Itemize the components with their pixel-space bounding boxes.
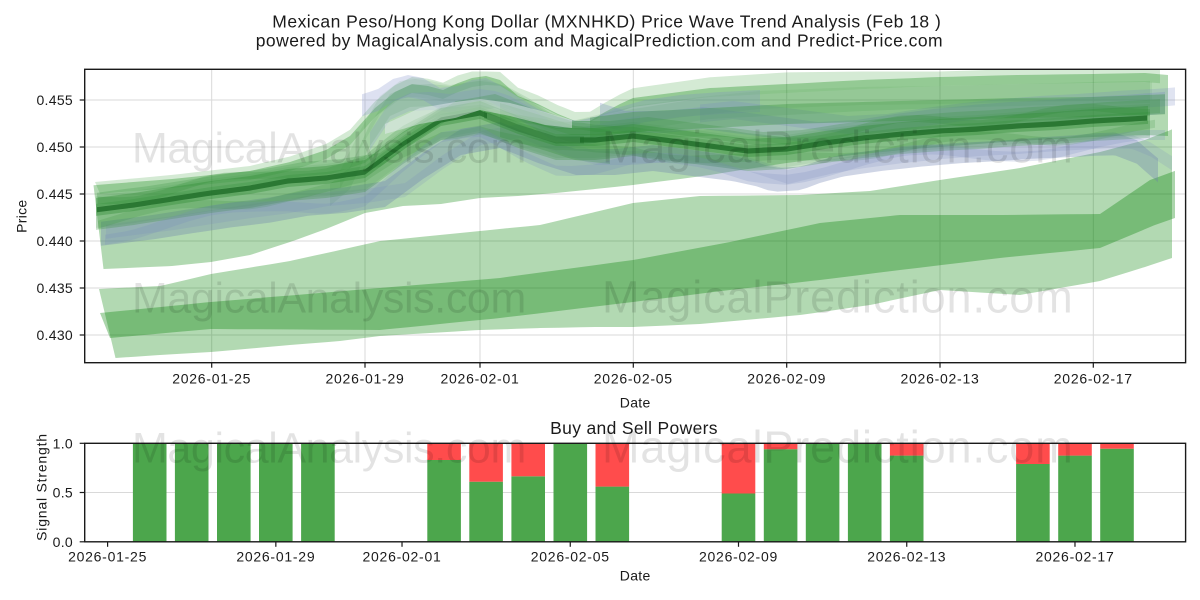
- svg-text:2026-02-09: 2026-02-09: [747, 371, 826, 387]
- svg-text:MagicalPrediction.com: MagicalPrediction.com: [602, 122, 1074, 173]
- svg-text:MagicalPrediction.com: MagicalPrediction.com: [602, 422, 1074, 473]
- svg-text:1.0: 1.0: [53, 435, 73, 451]
- svg-text:Mexican Peso/Hong Kong Dollar: Mexican Peso/Hong Kong Dollar (MXNHKD) P…: [272, 12, 941, 32]
- svg-text:0.445: 0.445: [36, 186, 73, 202]
- svg-text:Date: Date: [620, 395, 651, 411]
- svg-text:0.430: 0.430: [36, 327, 73, 343]
- svg-text:Price: Price: [13, 199, 29, 232]
- svg-text:0.440: 0.440: [36, 233, 73, 249]
- svg-text:2026-02-17: 2026-02-17: [1035, 549, 1114, 565]
- svg-text:2026-02-13: 2026-02-13: [900, 371, 979, 387]
- svg-text:2026-01-29: 2026-01-29: [236, 549, 315, 565]
- svg-text:2026-01-25: 2026-01-25: [172, 371, 251, 387]
- svg-text:0.0: 0.0: [53, 534, 73, 550]
- svg-text:2026-01-29: 2026-01-29: [325, 371, 404, 387]
- svg-text:2026-02-05: 2026-02-05: [594, 371, 673, 387]
- svg-text:MagicalAnalysis.com: MagicalAnalysis.com: [132, 125, 526, 173]
- svg-text:MagicalAnalysis.com: MagicalAnalysis.com: [132, 275, 526, 323]
- svg-text:MagicalAnalysis.com: MagicalAnalysis.com: [132, 425, 526, 473]
- svg-text:2026-02-01: 2026-02-01: [363, 549, 442, 565]
- svg-text:2026-01-25: 2026-01-25: [68, 549, 147, 565]
- svg-text:0.455: 0.455: [36, 92, 73, 108]
- svg-text:0.435: 0.435: [36, 280, 73, 296]
- svg-text:Signal Strength: Signal Strength: [34, 433, 50, 541]
- svg-text:2026-02-01: 2026-02-01: [440, 371, 519, 387]
- svg-text:2026-02-17: 2026-02-17: [1054, 371, 1133, 387]
- svg-text:Buy and Sell Powers: Buy and Sell Powers: [550, 418, 718, 438]
- svg-text:powered by MagicalAnalysis.com: powered by MagicalAnalysis.com and Magic…: [256, 31, 943, 51]
- svg-text:0.450: 0.450: [36, 139, 73, 155]
- svg-text:2026-02-13: 2026-02-13: [867, 549, 946, 565]
- svg-text:2026-02-09: 2026-02-09: [699, 549, 778, 565]
- svg-text:MagicalPrediction.com: MagicalPrediction.com: [602, 272, 1074, 323]
- svg-text:0.5: 0.5: [53, 485, 73, 501]
- svg-text:2026-02-05: 2026-02-05: [531, 549, 610, 565]
- svg-text:Date: Date: [620, 568, 651, 584]
